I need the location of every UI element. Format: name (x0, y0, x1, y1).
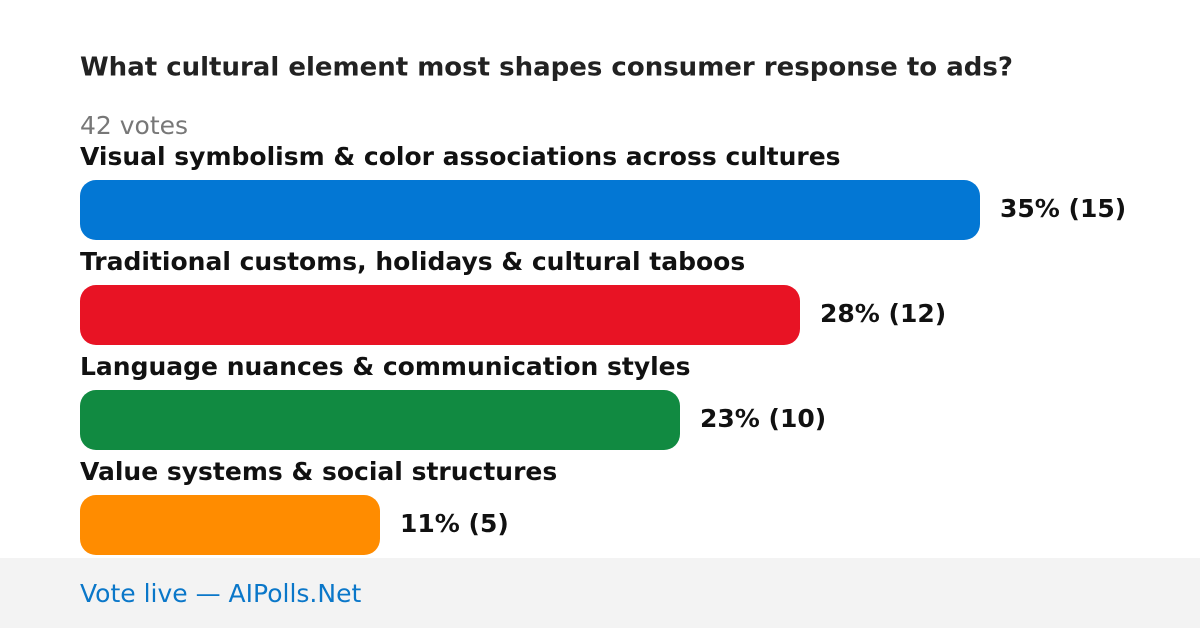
footer-link[interactable]: Vote live — AIPolls.Net (80, 579, 361, 608)
value-label: 23% (10) (700, 404, 826, 433)
bar (80, 285, 800, 345)
bar (80, 495, 380, 555)
bar (80, 390, 680, 450)
option-label: Value systems & social structures (80, 457, 557, 486)
option-label: Visual symbolism & color associations ac… (80, 142, 841, 171)
value-label: 11% (5) (400, 509, 509, 538)
value-label: 28% (12) (820, 299, 946, 328)
chart-title: What cultural element most shapes consum… (80, 53, 1013, 83)
option-label: Language nuances & communication styles (80, 352, 691, 381)
value-label: 35% (15) (1000, 194, 1126, 223)
option-label: Traditional customs, holidays & cultural… (80, 247, 745, 276)
footer-band (0, 558, 1200, 628)
bar (80, 180, 980, 240)
vote-count: 42 votes (80, 111, 188, 140)
